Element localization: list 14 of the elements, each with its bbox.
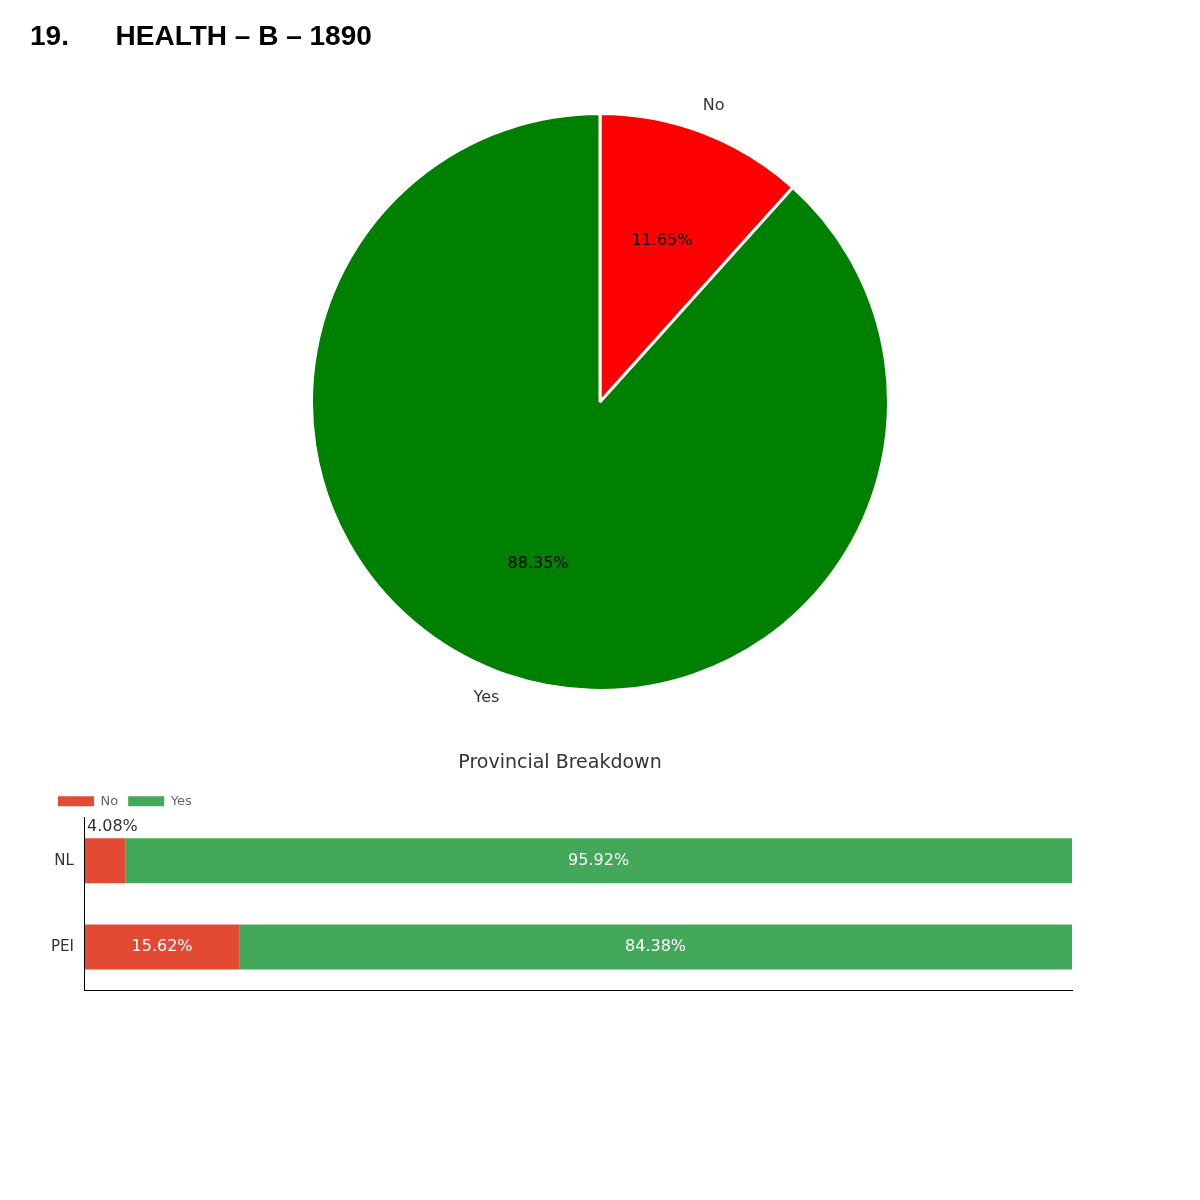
slice-label: No <box>702 94 725 114</box>
legend-label: No <box>100 792 119 808</box>
slice-label: Yes <box>472 687 500 707</box>
data-label: 95.92% <box>568 850 630 870</box>
data-label: 11.65% <box>631 229 693 249</box>
legend-label: Yes <box>169 792 192 808</box>
chart-title: 19. HEALTH – B – 1890 <box>30 20 373 52</box>
data-label: 4.08% <box>86 815 138 835</box>
y-tick-label: NL <box>54 850 75 869</box>
data-label: 88.35% <box>507 552 569 572</box>
data-label: 15.62% <box>131 936 193 956</box>
y-tick-label: PEI <box>50 936 74 955</box>
data-label: 84.38% <box>625 936 687 956</box>
chart-title: Provincial Breakdown <box>458 750 662 773</box>
